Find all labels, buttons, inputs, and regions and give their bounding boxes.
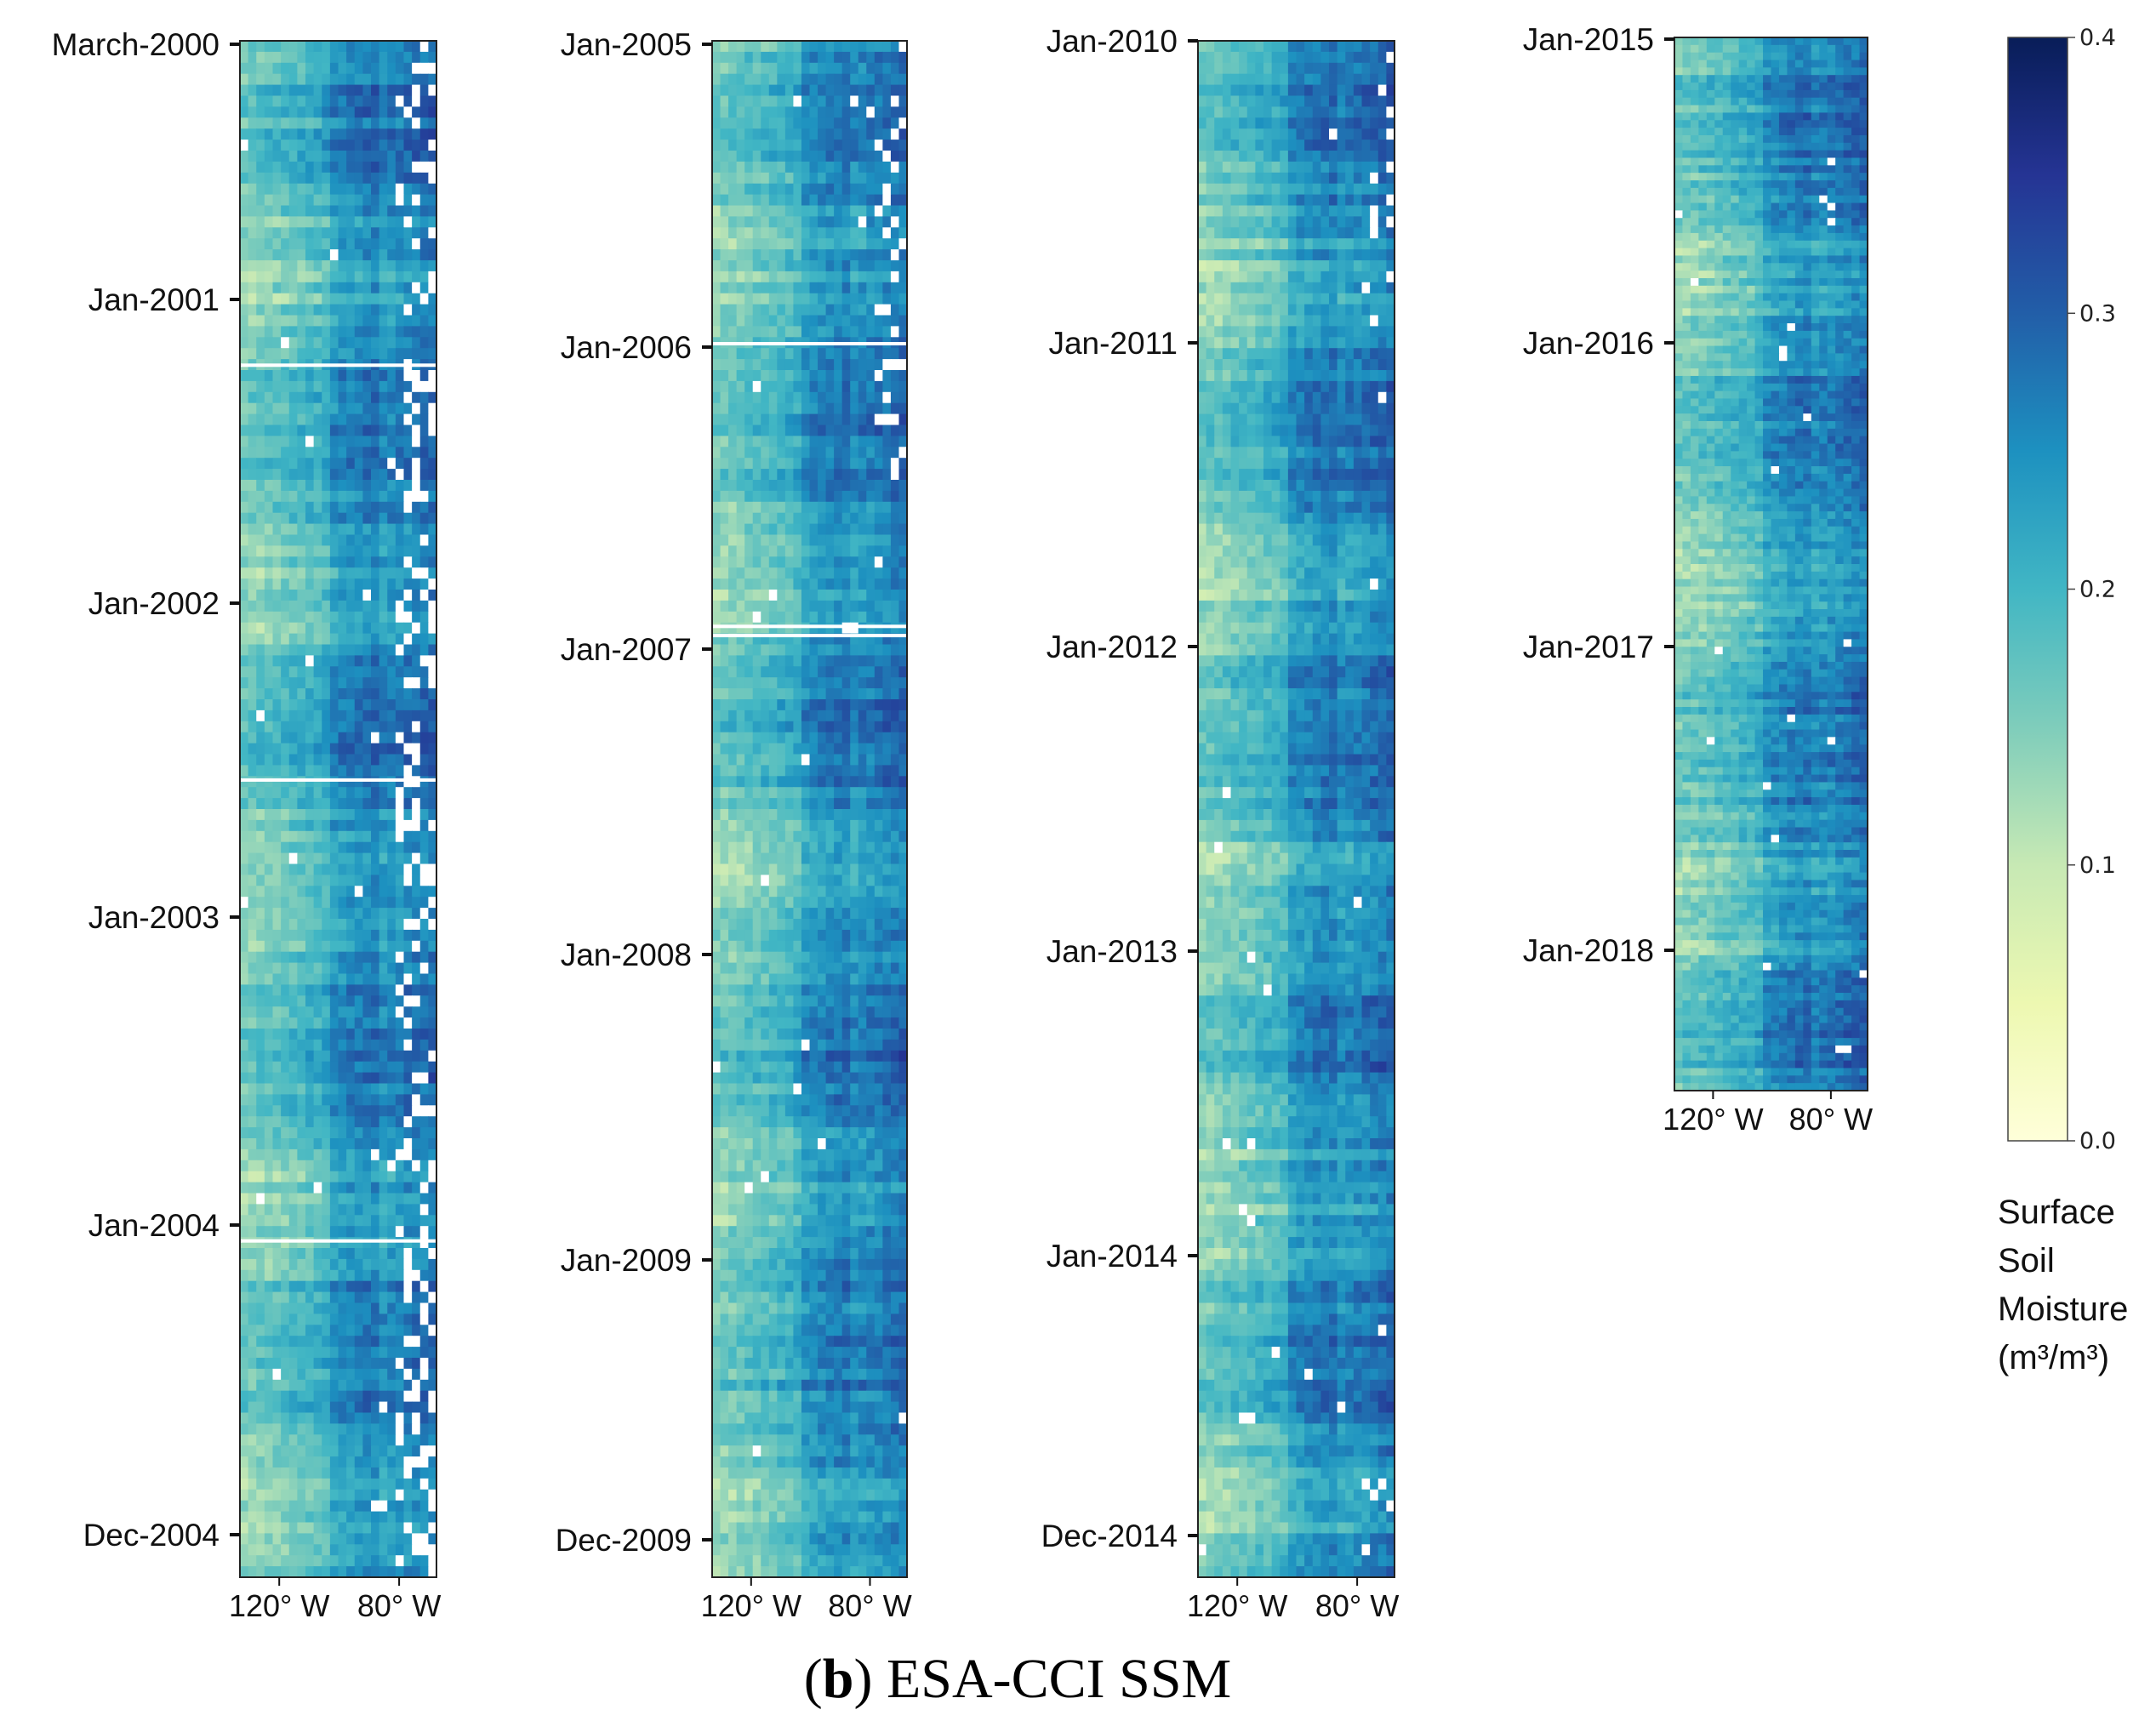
y-tick-label: Jan-2010 <box>1047 24 1178 59</box>
y-tick-label: Jan-2015 <box>1523 22 1654 57</box>
y-tick-label: Jan-2017 <box>1523 630 1654 664</box>
figure-caption: (b) ESA-CCI SSM <box>804 1648 1231 1710</box>
colorbar-label-line: Surface <box>1998 1194 2115 1231</box>
y-tick-label: Jan-2016 <box>1523 326 1654 361</box>
colorbar-label-line: Moisture <box>1998 1291 2128 1328</box>
y-tick-label: Jan-2007 <box>561 632 692 667</box>
y-tick-label: Jan-2014 <box>1047 1239 1178 1274</box>
y-tick-label: Jan-2005 <box>561 27 692 62</box>
y-tick-label: Jan-2008 <box>561 937 692 972</box>
y-tick-label: Dec-2004 <box>83 1518 220 1553</box>
y-tick-label: Dec-2009 <box>556 1523 692 1558</box>
x-tick-label: 120° W <box>701 1588 801 1623</box>
y-tick-label: Jan-2012 <box>1047 630 1178 664</box>
colorbar-tick-label: 0.2 <box>2079 577 2116 603</box>
x-tick-label: 80° W <box>1315 1588 1399 1623</box>
colorbar-tick-label: 0.0 <box>2079 1128 2116 1154</box>
heatmap-panel-3 <box>1198 41 1395 1578</box>
y-tick-label: Dec-2014 <box>1041 1519 1178 1553</box>
colorbar <box>2007 37 2068 1142</box>
y-tick-label: Jan-2003 <box>88 900 220 935</box>
panel-frame <box>1674 37 1868 1091</box>
heatmap-panel-1 <box>240 41 437 1578</box>
y-tick-label: March-2000 <box>52 27 220 62</box>
colorbar-tick-label: 0.4 <box>2079 25 2116 51</box>
y-tick-label: Jan-2011 <box>1048 326 1178 361</box>
y-tick-label: Jan-2013 <box>1047 934 1178 969</box>
x-tick-label: 120° W <box>1663 1102 1763 1137</box>
x-tick-label: 80° W <box>357 1588 441 1623</box>
y-tick-label: Jan-2006 <box>561 330 692 365</box>
x-tick-label: 120° W <box>229 1588 329 1623</box>
x-tick-label: 80° W <box>828 1588 911 1623</box>
y-tick-label: Jan-2002 <box>88 586 220 621</box>
heatmap-panel-2 <box>712 41 908 1578</box>
panel-frame <box>711 40 908 1578</box>
y-tick-label: Jan-2001 <box>88 282 220 317</box>
colorbar-tick-label: 0.3 <box>2079 300 2116 327</box>
colorbar-label-line: Soil <box>1998 1242 2055 1279</box>
y-tick-label: Jan-2004 <box>88 1208 220 1243</box>
heatmap-panel-4 <box>1674 37 1868 1091</box>
x-tick-label: 120° W <box>1187 1588 1287 1623</box>
x-tick-label: 80° W <box>1789 1102 1873 1137</box>
y-tick-label: Jan-2018 <box>1523 933 1654 968</box>
panel-frame <box>239 40 437 1578</box>
y-tick-label: Jan-2009 <box>561 1243 692 1278</box>
colorbar-label-line: (m³/m³) <box>1998 1339 2109 1376</box>
colorbar-tick-label: 0.1 <box>2079 852 2116 879</box>
panel-frame <box>1197 40 1395 1578</box>
